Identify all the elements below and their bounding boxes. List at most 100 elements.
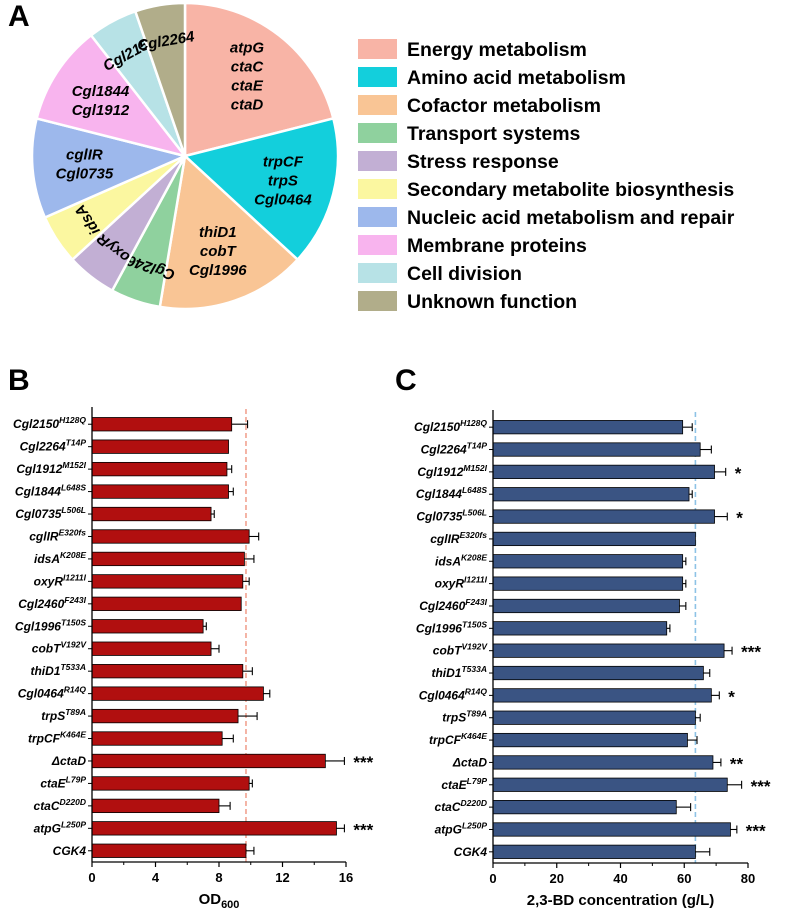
pie-slice-label: trpCF bbox=[263, 153, 304, 170]
pie-slice-label: Cgl0464 bbox=[254, 191, 312, 208]
category-label: trpCFK464E bbox=[28, 730, 86, 746]
significance-marker: * bbox=[735, 464, 742, 483]
category-label: oxyRI1211I bbox=[34, 572, 87, 588]
bar bbox=[91, 506, 212, 522]
category-label: idsAK208E bbox=[435, 552, 487, 568]
category-label: Cgl0464R14Q bbox=[18, 685, 87, 701]
pie-slice-label: Cgl0735 bbox=[56, 165, 114, 182]
pie-slice-label: ctaE bbox=[231, 77, 264, 94]
bar bbox=[492, 420, 684, 435]
x-tick-label: 20 bbox=[550, 871, 564, 886]
x-tick-label: 40 bbox=[613, 871, 627, 886]
x-tick-label: 4 bbox=[152, 870, 160, 885]
bar bbox=[91, 731, 223, 746]
significance-marker: *** bbox=[353, 820, 373, 839]
significance-marker: * bbox=[728, 687, 735, 706]
bar bbox=[91, 821, 337, 836]
pie-slice bbox=[182, 116, 340, 262]
pie-slice bbox=[133, 1, 187, 157]
category-label: Cgl1912M152I bbox=[16, 460, 86, 476]
category-label: Cgl1996T150S bbox=[416, 619, 487, 635]
category-label: Cgl2460F243I bbox=[18, 595, 86, 611]
legend-swatch bbox=[358, 235, 397, 255]
category-label: Cgl1844L648S bbox=[15, 483, 86, 499]
category-label: Cgl2150H128Q bbox=[414, 418, 487, 434]
category-label: CGK4 bbox=[53, 844, 87, 858]
pie-legend: Energy metabolism Amino acid metabolism Co… bbox=[358, 39, 735, 313]
pie-slice-label: cobT bbox=[200, 243, 238, 260]
significance-marker: *** bbox=[746, 822, 766, 841]
category-label: ctaCD220D bbox=[34, 797, 86, 813]
bar bbox=[492, 665, 704, 681]
legend-swatch bbox=[358, 95, 397, 115]
pie-slice-label: trpS bbox=[268, 172, 298, 189]
bar bbox=[91, 641, 212, 656]
category-label: Cgl0735L506L bbox=[416, 508, 487, 524]
legend-entry: Unknown function bbox=[407, 291, 577, 313]
category-label: ΔctaD bbox=[452, 755, 487, 769]
legend-swatch bbox=[358, 179, 397, 199]
category-label: atpGL250P bbox=[435, 821, 488, 837]
x-tick-label: 16 bbox=[339, 870, 353, 885]
pie-slice bbox=[183, 1, 335, 158]
bar bbox=[91, 664, 244, 679]
category-label: thiD1T533A bbox=[431, 664, 487, 680]
panel-label-c: C bbox=[395, 364, 417, 397]
pie-slice-label: atpG bbox=[230, 39, 265, 56]
legend-entry: Stress response bbox=[407, 151, 559, 173]
bar bbox=[492, 598, 680, 614]
category-label: trpST89A bbox=[41, 707, 86, 723]
significance-marker: *** bbox=[741, 643, 761, 662]
category-label: cobTV192V bbox=[32, 640, 88, 656]
category-label: cglIRE320fs bbox=[430, 530, 487, 546]
bar bbox=[492, 777, 728, 792]
category-label: ΔctaD bbox=[51, 754, 86, 768]
x-tick-label: 8 bbox=[215, 870, 222, 885]
legend-swatch bbox=[358, 291, 397, 311]
bar bbox=[492, 576, 684, 591]
pie-slice-label: thiD1 bbox=[199, 224, 237, 241]
pie-slice bbox=[158, 153, 300, 311]
pie-slice bbox=[35, 33, 189, 159]
x-tick-label: 80 bbox=[741, 871, 755, 886]
bar bbox=[91, 619, 204, 634]
category-label: Cgl2264T14P bbox=[421, 441, 488, 457]
pie-slice-label: ctaD bbox=[231, 96, 264, 113]
bar bbox=[492, 732, 688, 748]
x-tick-label: 0 bbox=[88, 870, 95, 885]
bar bbox=[492, 800, 677, 815]
panel-label-b: B bbox=[8, 364, 30, 397]
bar bbox=[91, 843, 247, 858]
bar bbox=[91, 753, 326, 769]
bar bbox=[91, 484, 229, 499]
category-label: idsAK208E bbox=[34, 550, 86, 566]
bar bbox=[91, 798, 220, 814]
legend-entry: Membrane proteins bbox=[407, 235, 587, 257]
bar bbox=[492, 487, 690, 502]
bar-chart-23bd: Cgl2150H128Q Cgl2264T14P * Cgl1912M152I Cgl1… bbox=[414, 410, 771, 909]
pie-slice-label: Cgl1996 bbox=[189, 262, 247, 279]
category-label: cglIRE320fs bbox=[29, 528, 86, 544]
bar bbox=[492, 710, 696, 725]
x-axis-title: OD600 bbox=[199, 891, 240, 911]
bar-chart-od600: Cgl2150H128Q Cgl2264T14P Cgl1912M152I Cgl18… bbox=[13, 407, 374, 911]
bar bbox=[91, 708, 239, 724]
bar bbox=[492, 643, 725, 658]
bar bbox=[492, 442, 701, 457]
bar bbox=[492, 688, 712, 703]
bar bbox=[91, 776, 250, 791]
x-tick-label: 0 bbox=[489, 871, 496, 886]
legend-entry: Cell division bbox=[407, 263, 522, 285]
category-label: Cgl2460F243I bbox=[419, 597, 487, 613]
category-label: trpCFK464E bbox=[429, 731, 487, 747]
pie-slice-label: Cgl1844 bbox=[72, 83, 130, 100]
category-label: thiD1T533A bbox=[30, 662, 86, 678]
pie-slice-label: ctaC bbox=[231, 58, 265, 75]
bar bbox=[91, 574, 244, 589]
category-label: Cgl0735L506L bbox=[15, 505, 86, 521]
legend-swatch bbox=[358, 263, 397, 283]
category-label: oxyRI1211I bbox=[435, 575, 488, 591]
x-axis-title: 2,3-BD concentration (g/L) bbox=[527, 892, 715, 909]
category-label: Cgl1996T150S bbox=[15, 617, 86, 633]
bar bbox=[91, 551, 245, 567]
